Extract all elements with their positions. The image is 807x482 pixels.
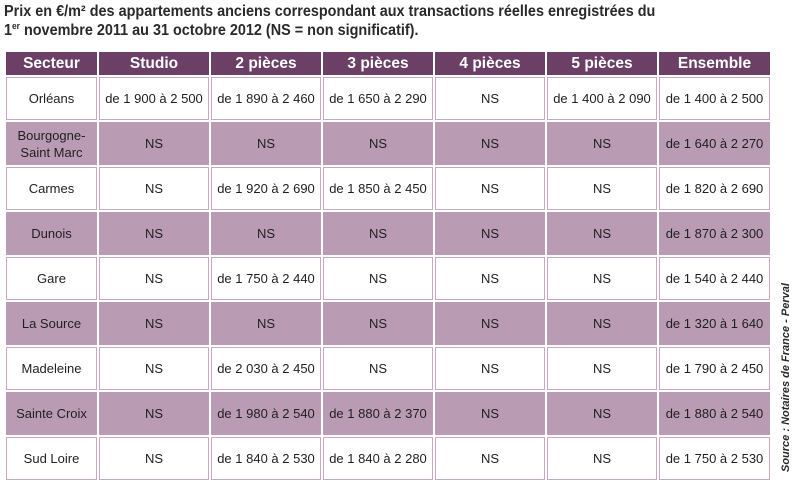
cell-secteur: Madeleine	[6, 347, 97, 390]
table-row: Sainte Croix NS de 1 980 à 2 540 de 1 880 à…	[6, 392, 770, 435]
cell-4-pieces: NS	[435, 257, 545, 300]
cell-3-pieces: NS	[323, 302, 433, 345]
cell-ensemble: de 1 750 à 2 530	[659, 437, 770, 480]
cell-3-pieces: de 1 850 à 2 450	[323, 167, 433, 210]
header-studio: Studio	[99, 52, 209, 75]
cell-studio: NS	[99, 257, 209, 300]
cell-3-pieces: NS	[323, 212, 433, 255]
cell-ensemble: de 1 640 à 2 270	[659, 122, 770, 165]
cell-studio: NS	[99, 122, 209, 165]
cell-secteur: Sainte Croix	[6, 392, 97, 435]
cell-studio: NS	[99, 167, 209, 210]
table-row: Sud Loire NS de 1 840 à 2 530 de 1 840 à 2 …	[6, 437, 770, 480]
cell-2-pieces: NS	[211, 212, 321, 255]
cell-studio: NS	[99, 212, 209, 255]
table-body: Orléans de 1 900 à 2 500 de 1 890 à 2 460 d…	[6, 77, 770, 480]
cell-2-pieces: de 2 030 à 2 450	[211, 347, 321, 390]
cell-5-pieces: de 1 400 à 2 090	[547, 77, 657, 120]
cell-secteur: Bourgogne- Saint Marc	[6, 122, 97, 165]
header-ensemble: Ensemble	[659, 52, 770, 75]
cell-5-pieces: NS	[547, 212, 657, 255]
cell-ensemble: de 1 400 à 2 500	[659, 77, 770, 120]
cell-5-pieces: NS	[547, 437, 657, 480]
cell-secteur: Orléans	[6, 77, 97, 120]
cell-ensemble: de 1 320 à 1 640	[659, 302, 770, 345]
cell-ensemble: de 1 880 à 2 540	[659, 392, 770, 435]
price-table: Secteur Studio 2 pièces 3 pièces 4 pièce…	[4, 50, 772, 482]
title-ordinal: er	[12, 21, 20, 31]
cell-4-pieces: NS	[435, 347, 545, 390]
cell-secteur: Gare	[6, 257, 97, 300]
cell-2-pieces: de 1 920 à 2 690	[211, 167, 321, 210]
cell-5-pieces: NS	[547, 347, 657, 390]
header-3-pieces: 3 pièces	[323, 52, 433, 75]
cell-3-pieces: NS	[323, 122, 433, 165]
cell-4-pieces: NS	[435, 392, 545, 435]
cell-4-pieces: NS	[435, 302, 545, 345]
cell-ensemble: de 1 790 à 2 450	[659, 347, 770, 390]
cell-secteur: Carmes	[6, 167, 97, 210]
cell-5-pieces: NS	[547, 302, 657, 345]
cell-studio: NS	[99, 392, 209, 435]
header-secteur: Secteur	[6, 52, 97, 75]
cell-3-pieces: NS	[323, 347, 433, 390]
cell-2-pieces: NS	[211, 302, 321, 345]
cell-4-pieces: NS	[435, 77, 545, 120]
cell-secteur: Sud Loire	[6, 437, 97, 480]
cell-2-pieces: de 1 980 à 2 540	[211, 392, 321, 435]
cell-secteur: La Source	[6, 302, 97, 345]
table-row: Bourgogne- Saint Marc NS NS NS NS NS de 1 640 …	[6, 122, 770, 165]
header-4-pieces: 4 pièces	[435, 52, 545, 75]
table-row: Madeleine NS de 2 030 à 2 450 NS NS NS de 1 79…	[6, 347, 770, 390]
cell-4-pieces: NS	[435, 437, 545, 480]
cell-2-pieces: de 1 840 à 2 530	[211, 437, 321, 480]
header-2-pieces: 2 pièces	[211, 52, 321, 75]
source-credit: Source : Notaires de France - Perval	[780, 283, 792, 472]
table-row: Orléans de 1 900 à 2 500 de 1 890 à 2 460 d…	[6, 77, 770, 120]
cell-4-pieces: NS	[435, 122, 545, 165]
cell-2-pieces: NS	[211, 122, 321, 165]
cell-ensemble: de 1 820 à 2 690	[659, 167, 770, 210]
cell-2-pieces: de 1 890 à 2 460	[211, 77, 321, 120]
cell-4-pieces: NS	[435, 167, 545, 210]
cell-4-pieces: NS	[435, 212, 545, 255]
cell-ensemble: de 1 540 à 2 440	[659, 257, 770, 300]
cell-secteur: Dunois	[6, 212, 97, 255]
title-line-2: 1er novembre 2011 au 31 octobre 2012 (NS…	[4, 21, 720, 40]
cell-2-pieces: de 1 750 à 2 440	[211, 257, 321, 300]
cell-studio: NS	[99, 347, 209, 390]
table-row: La Source NS NS NS NS NS de 1 320 à 1 640	[6, 302, 770, 345]
cell-5-pieces: NS	[547, 122, 657, 165]
header-5-pieces: 5 pièces	[547, 52, 657, 75]
cell-5-pieces: NS	[547, 392, 657, 435]
cell-ensemble: de 1 870 à 2 300	[659, 212, 770, 255]
header-row: Secteur Studio 2 pièces 3 pièces 4 pièce…	[6, 52, 770, 75]
cell-5-pieces: NS	[547, 257, 657, 300]
title-period: novembre 2011 au 31 octobre 2012 (NS = n…	[19, 22, 419, 39]
cell-3-pieces: de 1 880 à 2 370	[323, 392, 433, 435]
cell-studio: NS	[99, 437, 209, 480]
cell-3-pieces: NS	[323, 257, 433, 300]
cell-studio: NS	[99, 302, 209, 345]
cell-5-pieces: NS	[547, 167, 657, 210]
cell-studio: de 1 900 à 2 500	[99, 77, 209, 120]
table-title: Prix en €/m² des appartements anciens co…	[4, 2, 720, 40]
title-line-1: Prix en €/m² des appartements anciens co…	[4, 3, 656, 20]
table-row: Carmes NS de 1 920 à 2 690 de 1 850 à 2 450…	[6, 167, 770, 210]
table-row: Dunois NS NS NS NS NS de 1 870 à 2 300	[6, 212, 770, 255]
table-row: Gare NS de 1 750 à 2 440 NS NS NS de 1 540 à 2…	[6, 257, 770, 300]
title-day: 1	[4, 22, 13, 39]
cell-3-pieces: de 1 840 à 2 280	[323, 437, 433, 480]
cell-3-pieces: de 1 650 à 2 290	[323, 77, 433, 120]
